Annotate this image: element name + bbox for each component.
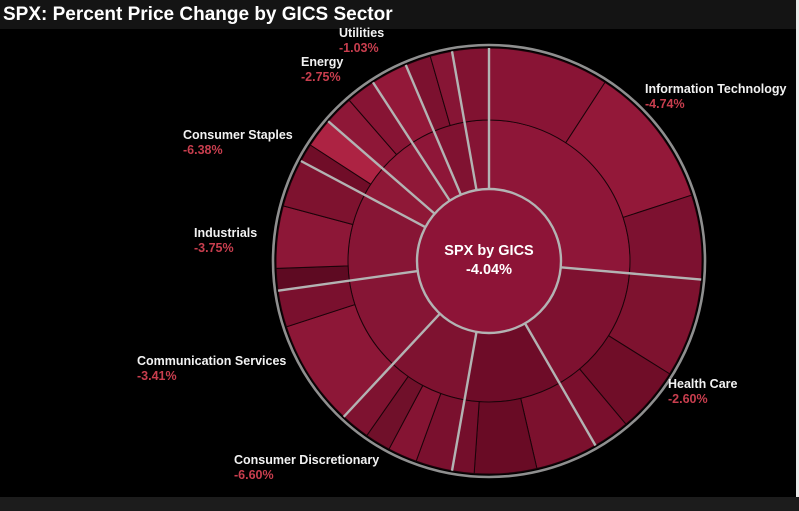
sector-label-value: -6.38%	[183, 143, 223, 157]
sector-label-name: Consumer Discretionary	[234, 453, 380, 467]
sector-label-utilities: Utilities -1.03%	[339, 26, 384, 56]
window-right-edge	[796, 0, 799, 497]
sector-divider-line	[450, 51, 478, 191]
sector-label-energy: Energy -2.75%	[301, 55, 343, 85]
sunburst-center-label: SPX by GICS -4.04%	[444, 242, 533, 280]
sector-label-value: -2.75%	[301, 70, 341, 84]
terminal-bottom-bar	[0, 497, 799, 511]
sunburst-center-disc[interactable]	[415, 187, 563, 335]
sector-divider-line	[327, 120, 436, 215]
sector-divider-line	[560, 266, 702, 281]
chart-title-bar: SPX: Percent Price Change by GICS Sector	[0, 0, 799, 29]
sector-label-name: Consumer Staples	[183, 128, 293, 142]
sector-label-name: Health Care	[668, 377, 738, 391]
center-label-title: SPX by GICS	[444, 243, 534, 259]
sunburst-svg	[271, 43, 707, 479]
sector-label-name: Information Technology	[645, 82, 787, 96]
sector-label-value: -6.60%	[234, 468, 274, 482]
sector-label-value: -2.60%	[668, 392, 708, 406]
center-label-value: -4.04%	[466, 262, 512, 278]
sector-label-value: -3.41%	[137, 369, 177, 383]
sector-label-consumer-staples: Consumer Staples -6.38%	[183, 128, 293, 158]
sector-label-value: -4.74%	[645, 97, 685, 111]
sector-label-name: Industrials	[194, 226, 258, 240]
sector-label-information-technology: Information Technology -4.74%	[645, 82, 786, 112]
sector-label-value: -1.03%	[339, 41, 379, 55]
sector-label-name: Communication Services	[137, 354, 287, 368]
sector-label-value: -3.75%	[194, 241, 234, 255]
sector-divider-line	[450, 331, 478, 471]
sunburst-chart-area: SPX by GICS -4.04% Information Technolog…	[0, 26, 796, 497]
sector-divider-line	[300, 159, 426, 229]
sector-label-industrials: Industrials -3.75%	[194, 226, 257, 256]
sector-label-name: Energy	[301, 55, 344, 69]
sector-divider-line	[342, 312, 441, 418]
sector-label-health-care: Health Care -2.60%	[668, 377, 737, 407]
sector-divider-line	[523, 322, 597, 447]
sector-divider-line	[404, 64, 462, 196]
sector-label-communication-services: Communication Services -3.41%	[137, 354, 286, 384]
sector-label-name: Utilities	[339, 26, 385, 40]
sunburst-outer-rim	[271, 43, 707, 479]
sector-divider-line	[371, 81, 451, 202]
sector-label-consumer-discretionary: Consumer Discretionary -6.60%	[234, 453, 379, 483]
chart-title: SPX: Percent Price Change by GICS Sector	[3, 3, 393, 25]
sector-divider-line	[277, 269, 418, 292]
